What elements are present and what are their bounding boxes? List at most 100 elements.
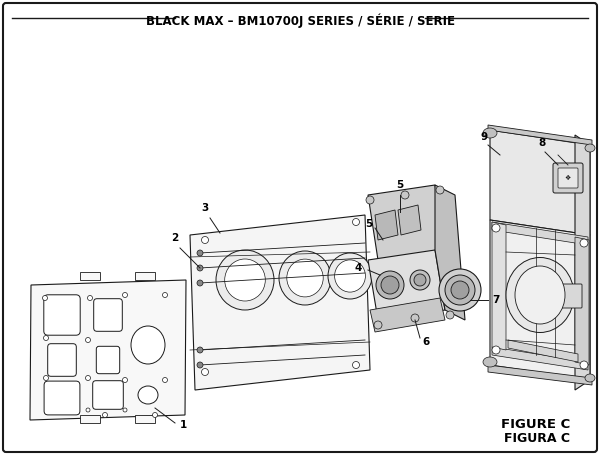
Polygon shape xyxy=(488,125,592,145)
Ellipse shape xyxy=(88,295,92,300)
Ellipse shape xyxy=(366,196,374,204)
Polygon shape xyxy=(508,340,578,362)
Ellipse shape xyxy=(43,295,47,300)
Ellipse shape xyxy=(86,338,91,343)
Polygon shape xyxy=(135,415,155,423)
Ellipse shape xyxy=(122,378,128,383)
Ellipse shape xyxy=(216,250,274,310)
Text: 3: 3 xyxy=(202,203,209,213)
Ellipse shape xyxy=(436,186,444,194)
Ellipse shape xyxy=(202,237,209,243)
Ellipse shape xyxy=(580,239,588,247)
Ellipse shape xyxy=(483,128,497,138)
Polygon shape xyxy=(492,222,506,350)
Ellipse shape xyxy=(328,253,372,299)
Polygon shape xyxy=(370,298,445,332)
Ellipse shape xyxy=(353,362,359,369)
Ellipse shape xyxy=(414,274,426,286)
Ellipse shape xyxy=(580,361,588,369)
Text: 4: 4 xyxy=(355,263,362,273)
Ellipse shape xyxy=(44,375,49,380)
Ellipse shape xyxy=(446,311,454,319)
FancyBboxPatch shape xyxy=(96,346,119,374)
Polygon shape xyxy=(492,222,588,245)
Polygon shape xyxy=(488,365,592,385)
Ellipse shape xyxy=(585,144,595,152)
Text: 2: 2 xyxy=(172,233,179,243)
Polygon shape xyxy=(575,135,590,390)
Ellipse shape xyxy=(86,408,90,412)
Ellipse shape xyxy=(197,347,203,353)
Ellipse shape xyxy=(374,321,382,329)
Ellipse shape xyxy=(411,314,419,322)
Text: 7: 7 xyxy=(492,295,499,305)
Ellipse shape xyxy=(492,224,500,232)
Polygon shape xyxy=(368,185,445,260)
Ellipse shape xyxy=(131,326,165,364)
Text: 6: 6 xyxy=(422,337,429,347)
FancyBboxPatch shape xyxy=(94,298,122,331)
Ellipse shape xyxy=(122,293,128,298)
Ellipse shape xyxy=(335,260,365,292)
Ellipse shape xyxy=(138,386,158,404)
Text: 8: 8 xyxy=(538,138,545,148)
Ellipse shape xyxy=(152,413,157,418)
Text: FIGURA C: FIGURA C xyxy=(504,432,570,445)
Ellipse shape xyxy=(483,357,497,367)
Ellipse shape xyxy=(585,374,595,382)
Ellipse shape xyxy=(163,378,167,383)
Ellipse shape xyxy=(439,269,481,311)
Polygon shape xyxy=(435,185,465,320)
Ellipse shape xyxy=(123,408,127,412)
FancyBboxPatch shape xyxy=(48,344,76,376)
Ellipse shape xyxy=(381,276,399,294)
Ellipse shape xyxy=(445,275,475,305)
Ellipse shape xyxy=(163,293,167,298)
Ellipse shape xyxy=(197,265,203,271)
Ellipse shape xyxy=(451,281,469,299)
Text: FIGURE C: FIGURE C xyxy=(501,418,570,431)
Ellipse shape xyxy=(401,191,409,199)
FancyBboxPatch shape xyxy=(3,3,597,452)
Polygon shape xyxy=(575,237,589,365)
Text: 9: 9 xyxy=(481,132,488,142)
Ellipse shape xyxy=(506,258,574,333)
Ellipse shape xyxy=(197,280,203,286)
Ellipse shape xyxy=(197,250,203,256)
Polygon shape xyxy=(135,272,155,280)
Text: 5: 5 xyxy=(365,219,372,229)
FancyBboxPatch shape xyxy=(553,163,583,193)
Ellipse shape xyxy=(224,259,265,301)
Polygon shape xyxy=(375,210,398,240)
FancyBboxPatch shape xyxy=(560,284,582,308)
Polygon shape xyxy=(490,130,590,235)
FancyBboxPatch shape xyxy=(44,295,80,335)
Ellipse shape xyxy=(279,251,331,305)
Polygon shape xyxy=(398,205,421,235)
Ellipse shape xyxy=(410,270,430,290)
Polygon shape xyxy=(80,272,100,280)
Polygon shape xyxy=(368,250,445,320)
Text: 1: 1 xyxy=(180,420,187,430)
Ellipse shape xyxy=(287,259,323,297)
Text: 5: 5 xyxy=(397,180,404,190)
FancyBboxPatch shape xyxy=(44,381,80,415)
Ellipse shape xyxy=(44,335,49,340)
Ellipse shape xyxy=(492,346,500,354)
Polygon shape xyxy=(492,347,588,370)
Ellipse shape xyxy=(202,369,209,375)
Text: ❖: ❖ xyxy=(565,175,571,181)
Ellipse shape xyxy=(515,266,565,324)
Ellipse shape xyxy=(353,218,359,226)
Ellipse shape xyxy=(376,271,404,299)
Ellipse shape xyxy=(197,362,203,368)
Ellipse shape xyxy=(103,413,107,418)
Text: BLACK MAX – BM10700J SERIES / SÉRIE / SERIE: BLACK MAX – BM10700J SERIES / SÉRIE / SE… xyxy=(146,14,455,29)
Polygon shape xyxy=(30,280,186,420)
Ellipse shape xyxy=(86,375,91,380)
Polygon shape xyxy=(190,215,370,390)
Polygon shape xyxy=(80,415,100,423)
FancyBboxPatch shape xyxy=(93,381,124,410)
Polygon shape xyxy=(490,220,590,380)
FancyBboxPatch shape xyxy=(558,168,578,188)
